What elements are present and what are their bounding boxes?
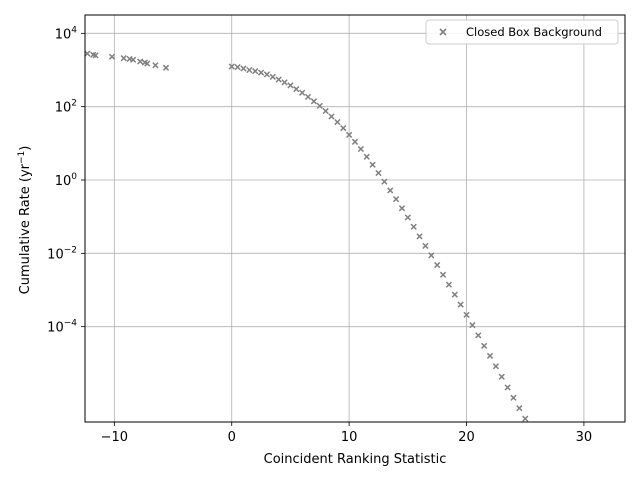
x-tick-label: −10 bbox=[101, 430, 128, 445]
data-point bbox=[498, 373, 505, 380]
x-tick-label: 0 bbox=[228, 430, 236, 445]
data-point bbox=[422, 242, 429, 249]
data-point bbox=[304, 93, 312, 101]
data-point bbox=[316, 102, 323, 110]
data-point bbox=[228, 63, 235, 70]
data-point bbox=[410, 223, 417, 230]
data-point bbox=[310, 98, 318, 105]
data-point bbox=[257, 69, 265, 76]
data-point bbox=[439, 271, 447, 278]
legend-box bbox=[425, 19, 619, 45]
data-point bbox=[516, 405, 523, 412]
data-point bbox=[457, 301, 464, 308]
legend-label: Closed Box Background bbox=[466, 25, 602, 39]
data-point bbox=[404, 214, 411, 221]
data-point bbox=[152, 62, 159, 69]
data-point bbox=[504, 384, 511, 391]
data-point bbox=[130, 56, 137, 63]
data-point bbox=[486, 352, 494, 359]
data-point bbox=[263, 71, 271, 78]
data-point bbox=[281, 79, 288, 86]
plot-frame bbox=[84, 14, 626, 423]
x-tick-label: 10 bbox=[341, 430, 358, 445]
y-tick-label: 10−4 bbox=[47, 319, 77, 336]
data-point bbox=[108, 53, 116, 60]
data-point bbox=[463, 311, 470, 318]
x-axis-ticks: −10 0 10 20 30 bbox=[101, 422, 593, 445]
data-point bbox=[392, 196, 400, 203]
grid bbox=[85, 15, 625, 422]
y-axis-label: Cumulative Rate (yr−1) bbox=[17, 146, 33, 295]
data-point bbox=[363, 153, 370, 160]
data-point bbox=[469, 322, 476, 329]
data-point bbox=[234, 63, 241, 71]
data-point bbox=[240, 65, 247, 72]
data-point bbox=[269, 73, 276, 80]
data-point bbox=[346, 131, 353, 139]
data-point bbox=[340, 124, 347, 132]
data-point bbox=[475, 332, 482, 339]
data-point bbox=[375, 169, 382, 177]
legend: Closed Box Background bbox=[425, 19, 619, 45]
y-tick-label: 10−2 bbox=[47, 245, 77, 262]
data-point bbox=[369, 161, 376, 168]
y-tick-label: 100 bbox=[55, 172, 78, 189]
x-axis-label: Coincident Ranking Statistic bbox=[264, 452, 447, 467]
data-point bbox=[328, 113, 335, 120]
data-point bbox=[522, 415, 529, 422]
scatter-points bbox=[84, 50, 529, 422]
y-axis-ticks: 104 102 100 10−2 10−4 bbox=[47, 25, 85, 336]
data-point bbox=[510, 394, 517, 401]
data-point bbox=[481, 342, 488, 349]
data-point bbox=[428, 252, 435, 259]
data-point bbox=[287, 82, 294, 89]
data-point bbox=[162, 64, 170, 71]
data-point bbox=[451, 291, 458, 298]
data-point bbox=[387, 187, 394, 194]
x-tick-label: 20 bbox=[458, 430, 475, 445]
y-tick-label: 104 bbox=[55, 25, 78, 42]
data-point bbox=[434, 261, 441, 269]
data-point bbox=[492, 363, 499, 370]
data-point bbox=[92, 52, 99, 59]
x-tick-label: 30 bbox=[576, 430, 593, 445]
data-point bbox=[334, 118, 341, 126]
data-point bbox=[137, 58, 144, 65]
data-point bbox=[84, 50, 91, 57]
data-point bbox=[445, 281, 453, 288]
legend-marker-icon bbox=[439, 28, 447, 36]
data-point bbox=[398, 205, 406, 212]
data-point bbox=[246, 66, 253, 74]
data-point bbox=[144, 60, 151, 67]
data-point bbox=[275, 76, 282, 83]
data-point bbox=[351, 138, 359, 145]
data-point bbox=[252, 68, 259, 75]
data-point bbox=[293, 86, 300, 93]
data-point bbox=[416, 233, 423, 240]
data-point bbox=[381, 178, 388, 185]
data-point bbox=[357, 145, 364, 153]
data-point bbox=[322, 107, 329, 115]
data-point bbox=[120, 55, 127, 62]
data-point bbox=[299, 89, 306, 96]
y-tick-label: 102 bbox=[55, 99, 77, 116]
